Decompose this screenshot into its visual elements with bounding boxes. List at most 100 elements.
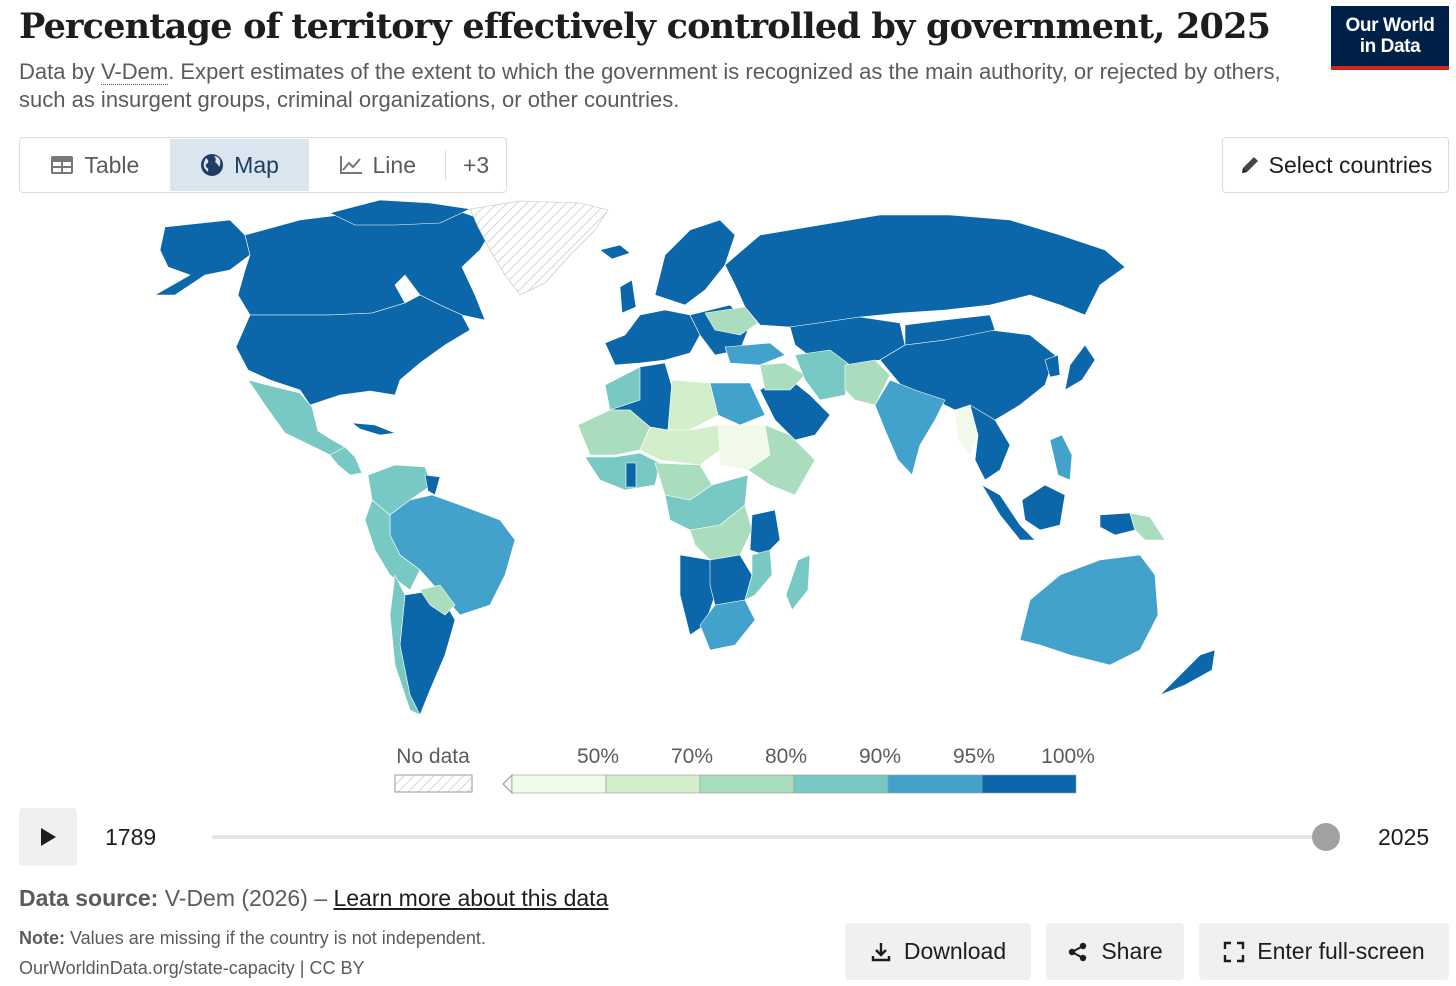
legend-bin-80pct[interactable] (699, 774, 795, 794)
map-region-new-zealand[interactable] (1159, 649, 1216, 696)
map-region-australia[interactable] (1019, 554, 1159, 666)
map-region-western-europe[interactable] (604, 309, 701, 366)
legend-label-100pct: 100% (1041, 745, 1095, 768)
map-region-chile[interactable] (389, 574, 421, 716)
map-region-ukraine[interactable] (704, 306, 759, 336)
subtitle-prefix: Data by (19, 59, 101, 84)
map-region-madagascar[interactable] (785, 554, 811, 611)
vdem-link[interactable]: V-Dem (100, 59, 169, 85)
map-region-india[interactable] (874, 379, 946, 476)
chart-title: Percentage of territory effectively cont… (19, 6, 1271, 47)
map-region-ghana[interactable] (625, 462, 637, 488)
map-region-turkey[interactable] (724, 342, 786, 366)
logo-line-2: in Data (1359, 36, 1421, 57)
map-region-scandinavia[interactable] (654, 219, 736, 306)
map-region-libya[interactable] (667, 379, 719, 431)
legend-bin-100pct[interactable] (981, 774, 1077, 794)
subtitle-text: . Expert estimates of the extent to whic… (19, 59, 1281, 112)
legend-arrow (502, 773, 513, 795)
legend-label-70pct: 70% (671, 745, 713, 768)
legend-bin-70pct[interactable] (605, 774, 701, 794)
timeline-end-year[interactable]: 2025 (1378, 824, 1430, 850)
legend-bin-90pct[interactable] (793, 774, 889, 794)
map-region-west-africa-coast[interactable] (584, 452, 661, 491)
chart-credit[interactable]: OurWorldinData.org/state-capacity | CC B… (19, 958, 365, 978)
legend-label-90pct: 90% (859, 745, 901, 768)
tab-table[interactable]: Table (20, 138, 170, 192)
map-region-indonesia-borneo[interactable] (1021, 484, 1066, 531)
map-region-greenland[interactable] (469, 200, 609, 296)
map-legend: No data 50% 70% 80% 90% 95% 100% (394, 745, 1095, 795)
globe-icon (200, 153, 224, 177)
map-region-syria-iraq[interactable] (759, 362, 806, 391)
tab-more[interactable]: +3 (445, 150, 506, 180)
map-region-myanmar[interactable] (954, 404, 979, 456)
data-source: Data source: V-Dem (2026) – Learn more a… (19, 885, 608, 912)
map-region-drc[interactable] (689, 504, 753, 561)
share-label: Share (1101, 938, 1163, 964)
note-text: Values are missing if the country is not… (65, 928, 486, 948)
chart-tabs: Table Map Line +3 (19, 137, 507, 193)
note-label: Note: (19, 928, 65, 948)
tab-map-label: Map (234, 151, 279, 178)
share-icon (1067, 941, 1089, 963)
select-countries-button[interactable]: Select countries (1222, 137, 1449, 193)
share-button[interactable]: Share (1046, 923, 1184, 980)
map-region-uruguay-paraguay[interactable] (419, 584, 456, 616)
legend-label-95pct: 95% (953, 745, 995, 768)
download-button[interactable]: Download (845, 923, 1031, 980)
map-region-usa[interactable] (235, 294, 471, 406)
map-region-south-africa[interactable] (699, 599, 756, 651)
play-icon (39, 827, 57, 847)
map-region-mongolia[interactable] (904, 314, 996, 346)
map-region-egypt[interactable] (709, 382, 766, 426)
timeline-handle[interactable] (1312, 823, 1340, 851)
fullscreen-button[interactable]: Enter full-screen (1199, 923, 1449, 980)
map-region-korea[interactable] (1044, 354, 1061, 378)
chart-note: Note: Values are missing if the country … (19, 928, 486, 949)
map-region-horn-of-africa[interactable] (747, 424, 816, 496)
map-region-mozambique[interactable] (744, 549, 773, 601)
map-region-cuba[interactable] (351, 422, 396, 436)
timeline-track[interactable] (212, 835, 1327, 839)
map-region-peru-bolivia[interactable] (364, 499, 421, 591)
download-label: Download (903, 938, 1007, 964)
map-region-japan[interactable] (1064, 344, 1096, 391)
map-region-central-america[interactable] (329, 446, 363, 476)
legend-bin-95pct[interactable] (887, 774, 983, 794)
map-region-mexico[interactable] (247, 379, 346, 456)
legend-label-80pct: 80% (765, 745, 807, 768)
map-region-iceland[interactable] (599, 244, 631, 260)
map-region-papua-new-guinea[interactable] (1129, 512, 1166, 541)
table-icon (50, 155, 74, 175)
download-icon (870, 941, 892, 963)
map-region-iran[interactable] (794, 349, 851, 401)
map-region-east-africa[interactable] (749, 509, 781, 556)
map-region-uk[interactable] (619, 279, 637, 314)
line-chart-icon (339, 155, 363, 175)
source-label: Data source: (19, 885, 159, 911)
world-map (154, 199, 1216, 716)
source-text: V-Dem (2026) – (158, 885, 334, 911)
timeline-start-year[interactable]: 1789 (105, 824, 157, 850)
logo-line-1: Our World (1345, 15, 1435, 36)
map-region-indonesia-sumatra[interactable] (981, 484, 1036, 541)
chart-subtitle: Data by V-Dem. Expert estimates of the e… (19, 58, 1309, 114)
map-region-southeast-asia[interactable] (969, 404, 1011, 481)
learn-more-link[interactable]: Learn more about this data (333, 885, 609, 911)
tab-table-label: Table (84, 151, 140, 178)
map-region-arctic-islands[interactable] (329, 199, 471, 226)
map-region-new-guinea[interactable] (1099, 512, 1136, 536)
fullscreen-label: Enter full-screen (1257, 938, 1425, 964)
tab-line[interactable]: Line (309, 138, 445, 192)
play-button[interactable] (19, 808, 77, 866)
map-region-guianas[interactable] (424, 474, 441, 496)
legend-bin-50pct[interactable] (511, 774, 607, 794)
owid-logo[interactable]: Our World in Data (1331, 6, 1449, 70)
map-region-alaska[interactable] (154, 219, 251, 296)
timeline: 1789 2025 (19, 808, 1449, 866)
tab-map[interactable]: Map (169, 139, 310, 191)
map-region-russia[interactable] (724, 214, 1126, 328)
map-region-philippines[interactable] (1049, 434, 1073, 481)
legend-label-50pct: 50% (577, 745, 619, 768)
